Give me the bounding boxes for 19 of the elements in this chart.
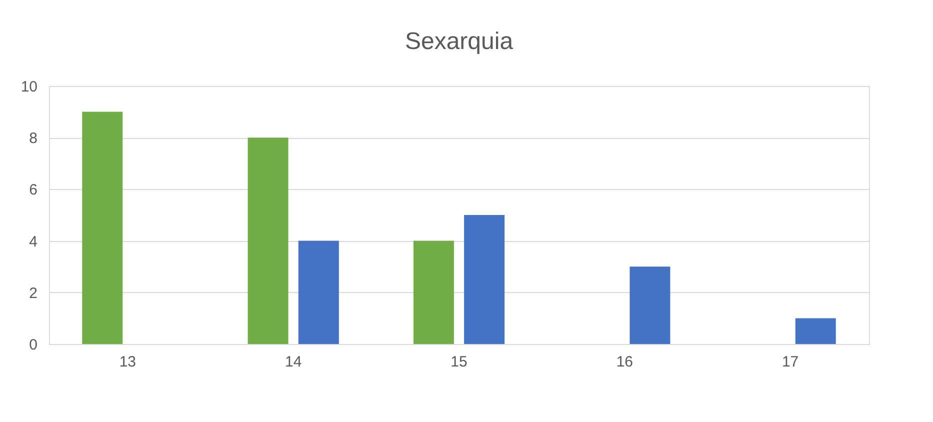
bar [248, 138, 288, 344]
y-tick-label: 6 [29, 182, 38, 199]
y-tick-label: 0 [29, 336, 38, 354]
bar [82, 112, 123, 344]
x-tick-label: 17 [782, 354, 799, 370]
chart-title: Sexarquia [404, 28, 514, 55]
x-tick-label: 15 [450, 354, 468, 370]
y-tick-label: 2 [29, 284, 38, 302]
bar [795, 318, 836, 344]
y-tick-label: 8 [29, 130, 38, 148]
bar [464, 215, 505, 344]
x-tick-label: 14 [285, 354, 302, 370]
y-tick-label: 10 [20, 78, 38, 96]
x-tick-label: 13 [119, 354, 136, 370]
bar [298, 240, 339, 344]
y-tick-label: 4 [29, 233, 38, 250]
bar [413, 240, 454, 344]
x-tick-label: 16 [616, 354, 633, 370]
bar [630, 266, 670, 344]
